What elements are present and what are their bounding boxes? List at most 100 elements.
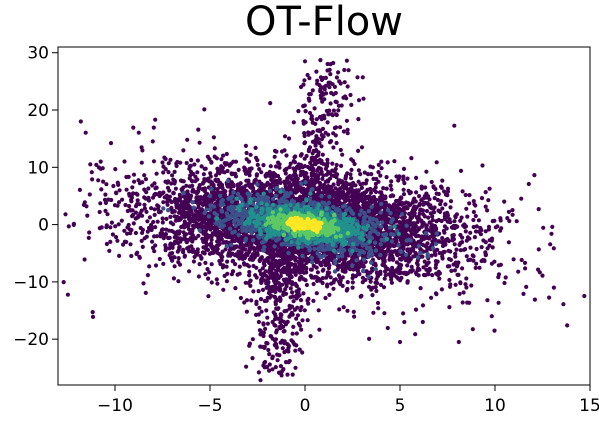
data-point [357,192,362,197]
data-point [301,277,306,282]
data-point [349,176,354,181]
data-point [401,227,407,232]
data-point [168,220,173,225]
data-point [463,192,468,198]
data-point [220,249,225,254]
data-point [99,187,104,192]
data-point [248,279,253,284]
data-point [316,308,321,313]
data-point [251,289,256,294]
data-point [384,224,389,229]
data-point [392,208,397,213]
data-point [422,214,427,219]
data-point [483,190,488,195]
data-point [195,177,200,182]
data-point [359,293,364,298]
data-point [336,178,341,183]
data-point [203,272,208,277]
data-point [199,196,204,201]
data-point [409,264,414,269]
data-point [405,263,410,268]
data-point [365,270,370,275]
data-point [427,197,432,202]
data-point [283,171,288,176]
data-point [103,208,108,213]
data-point [140,244,145,249]
data-point [150,239,155,244]
data-point [108,225,113,230]
data-point [130,214,135,219]
data-point [166,179,171,184]
data-point [173,186,178,191]
data-point [551,246,556,251]
data-point [217,251,222,256]
data-point [420,220,425,225]
data-point [172,255,177,260]
data-point [203,199,209,204]
data-point [389,280,394,285]
data-point [381,186,386,191]
data-point [151,159,157,164]
data-point [399,263,404,268]
data-point [468,230,473,235]
plot-area-frame [57,46,591,386]
data-point [432,228,437,233]
data-point [429,253,434,258]
data-point [436,191,441,197]
data-point [221,153,226,158]
data-point [444,226,449,231]
data-point [224,279,229,284]
data-point [454,247,459,252]
data-point [221,190,227,195]
data-point [442,230,447,235]
data-point [156,210,162,215]
data-point [182,253,187,258]
data-point [379,190,384,195]
data-point [411,254,416,259]
data-point [256,289,261,294]
data-point [187,164,192,169]
data-point [432,205,437,210]
data-point [155,219,160,224]
data-point [140,213,145,218]
data-point [426,215,431,220]
data-point [441,250,446,255]
data-point [471,224,476,230]
data-point [440,243,446,249]
data-point [358,182,363,187]
data-point [459,215,464,220]
data-point [331,182,336,187]
data-point [122,239,127,244]
data-point [448,249,453,254]
data-point [315,270,320,275]
data-point [416,214,421,219]
data-point [196,222,201,227]
data-point [397,271,402,276]
data-point [211,245,216,250]
data-point [196,274,201,279]
data-point [188,209,194,214]
data-point [129,253,134,259]
data-point [177,229,182,234]
data-point [349,185,354,190]
data-point [253,145,258,150]
data-point [389,277,394,282]
data-point [471,217,476,223]
data-point [160,160,165,165]
data-point [460,240,465,245]
data-point [356,272,361,277]
data-point [87,192,92,197]
data-point [464,254,469,259]
data-point [430,273,435,278]
data-point [364,178,369,183]
data-point [154,234,159,239]
data-point [394,219,399,224]
data-point [445,214,450,219]
data-point [458,218,463,223]
data-point [196,202,201,207]
data-point [172,264,177,269]
data-point [199,255,204,261]
data-point [230,258,236,263]
data-point [495,224,500,229]
data-point [412,196,417,201]
